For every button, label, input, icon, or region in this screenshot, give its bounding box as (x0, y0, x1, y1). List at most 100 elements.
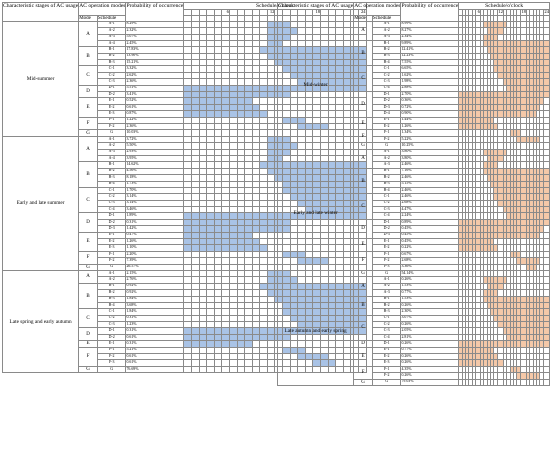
hour-cell (529, 110, 534, 118)
hour-cell (539, 20, 544, 29)
hour-cell (532, 84, 537, 93)
hour-cell (213, 365, 223, 374)
probability-value: 3.41% (125, 90, 185, 99)
hour-cell (535, 84, 541, 93)
hour-cell (516, 289, 521, 297)
hour-cell (512, 250, 518, 259)
hour-cell (532, 295, 537, 303)
hour-cell (512, 257, 518, 265)
hour-cell (471, 257, 477, 265)
operation-modes-header: AC operation modes (353, 2, 402, 16)
hour-cell (493, 333, 498, 342)
hour-cell (542, 20, 550, 29)
hour-cell (532, 301, 537, 310)
hour-cell (493, 301, 498, 310)
table-row: E-2 0.61% (3, 103, 367, 112)
table-row: E E-1 0.45% (278, 237, 550, 252)
hour-cell (512, 71, 518, 80)
hour-cell (529, 71, 534, 80)
mode-label: B (353, 39, 373, 67)
hour-cell (493, 110, 498, 118)
hour-cell (509, 308, 514, 316)
mode-label: A (353, 148, 373, 169)
hour-cell (266, 365, 276, 374)
probability-value: 2.76% (125, 276, 185, 284)
mode-label: B (353, 295, 373, 316)
hour-cell (509, 276, 514, 284)
hour-cell (471, 340, 477, 348)
mode-label: E (353, 238, 373, 252)
hour-cell (539, 276, 544, 284)
hour-cell (532, 327, 537, 335)
mode-label: F (78, 250, 98, 265)
hour-cell (539, 346, 544, 355)
hour-cell (512, 65, 518, 73)
table-row: B B-1 1.53% (278, 295, 550, 316)
hour-cell (532, 308, 537, 316)
hour-cell (471, 116, 477, 125)
hour-cell (529, 301, 534, 310)
hour-cell (532, 103, 537, 112)
mode-label: E (353, 346, 373, 367)
hour-cell (512, 97, 518, 105)
hour-cell (512, 90, 518, 99)
hour-tick-24: 24 (542, 9, 550, 16)
hour-cell (509, 269, 514, 278)
hour-cell (493, 321, 498, 329)
hour-cell (529, 314, 534, 323)
hour-cell (525, 295, 531, 303)
hour-cell (471, 276, 477, 284)
hour-cell (471, 84, 477, 93)
hour-cell (493, 308, 498, 316)
hour-cell (493, 353, 498, 361)
probability-value: 1.84% (125, 295, 185, 303)
probability-value: 0.61% (125, 333, 185, 342)
probability-value: 0.87% (125, 110, 185, 118)
hour-cell (539, 97, 544, 105)
table-row: E-2 0.22% (278, 244, 550, 252)
stage-label: Early and late summer (1, 135, 80, 271)
mode-label: F (78, 346, 98, 367)
hour-cell (509, 372, 514, 380)
hour-cell (529, 116, 534, 125)
hour-cell (535, 314, 541, 323)
hour-cell (539, 65, 544, 73)
probability-value: 0.31% (125, 314, 185, 323)
hour-cell (542, 333, 550, 342)
hour-cell (509, 257, 514, 265)
mode-label: A (78, 269, 98, 284)
mode-label: E (78, 97, 98, 118)
hour-cell (525, 110, 531, 118)
table-row: A-3 2.46% (278, 161, 550, 169)
hour-cell (512, 78, 518, 86)
table-row: D-2 0.36% (278, 97, 550, 105)
hour-cell (542, 314, 550, 323)
hour-cell (529, 333, 534, 342)
hour-cell (529, 78, 534, 86)
probability-value: 7.39% (125, 257, 185, 265)
hour-cell (512, 116, 518, 125)
mode-label: D (353, 218, 373, 240)
table-row: B-3 5.15% (278, 180, 550, 188)
hour-cell (525, 78, 531, 86)
table-row: D-2 0.45% (278, 225, 550, 233)
hour-cell (198, 365, 208, 374)
hour-cell (532, 353, 537, 361)
hour-cell (509, 295, 514, 303)
hour-cell (532, 97, 537, 105)
hour-cell (535, 340, 541, 348)
hour-cell (471, 365, 477, 374)
hour-cell (542, 301, 550, 310)
hour-cell (493, 59, 498, 67)
hour-cell (512, 59, 518, 67)
hour-cell (535, 90, 541, 99)
hour-cell (516, 78, 521, 86)
hour-cell (509, 359, 514, 367)
hour-cell (535, 333, 541, 342)
hour-cell (493, 314, 498, 323)
hour-cell (535, 276, 541, 284)
probability-value: 3.32% (125, 65, 185, 73)
hour-cell (532, 340, 537, 348)
table-row: C-2 1.62% (278, 71, 550, 80)
hour-cell (539, 250, 544, 259)
